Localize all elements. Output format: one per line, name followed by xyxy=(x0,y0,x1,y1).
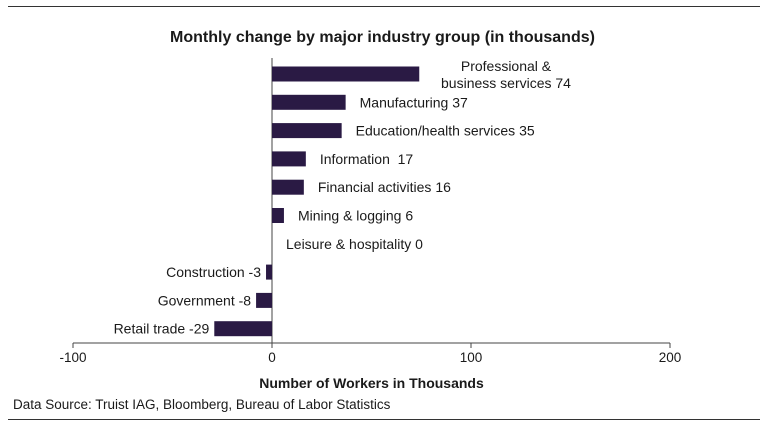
x-tick-label: 0 xyxy=(268,350,276,365)
x-tick-label: -100 xyxy=(59,350,86,365)
bottom-rule xyxy=(8,419,760,420)
data-source-note: Data Source: Truist IAG, Bloomberg, Bure… xyxy=(13,397,391,412)
x-tick-label: 100 xyxy=(460,350,483,365)
bar xyxy=(272,94,346,110)
bar xyxy=(214,321,272,337)
bar xyxy=(272,66,420,82)
bar xyxy=(272,179,304,195)
bar xyxy=(266,264,272,280)
top-rule xyxy=(8,6,760,7)
bar-label: Education/health services 35 xyxy=(356,123,535,139)
bar xyxy=(256,292,272,308)
bar-label: Leisure & hospitality 0 xyxy=(286,236,423,252)
bar xyxy=(272,151,306,167)
bar-label: Information 17 xyxy=(320,151,414,167)
bar xyxy=(272,123,342,139)
bar-label: Financial activities 16 xyxy=(318,179,451,195)
bar-label: Retail trade -29 xyxy=(114,321,210,337)
bar-label: Mining & logging 6 xyxy=(298,208,413,224)
x-tick-label: 200 xyxy=(659,350,682,365)
chart-title: Monthly change by major industry group (… xyxy=(170,29,595,46)
bar-label: Professional & business services 74 xyxy=(441,58,571,91)
bar-label: Manufacturing 37 xyxy=(360,94,468,110)
bar-label: Government -8 xyxy=(158,292,252,308)
x-axis-title: Number of Workers in Thousands xyxy=(259,375,484,391)
bar-label: Construction -3 xyxy=(166,264,261,280)
bar xyxy=(272,208,284,223)
